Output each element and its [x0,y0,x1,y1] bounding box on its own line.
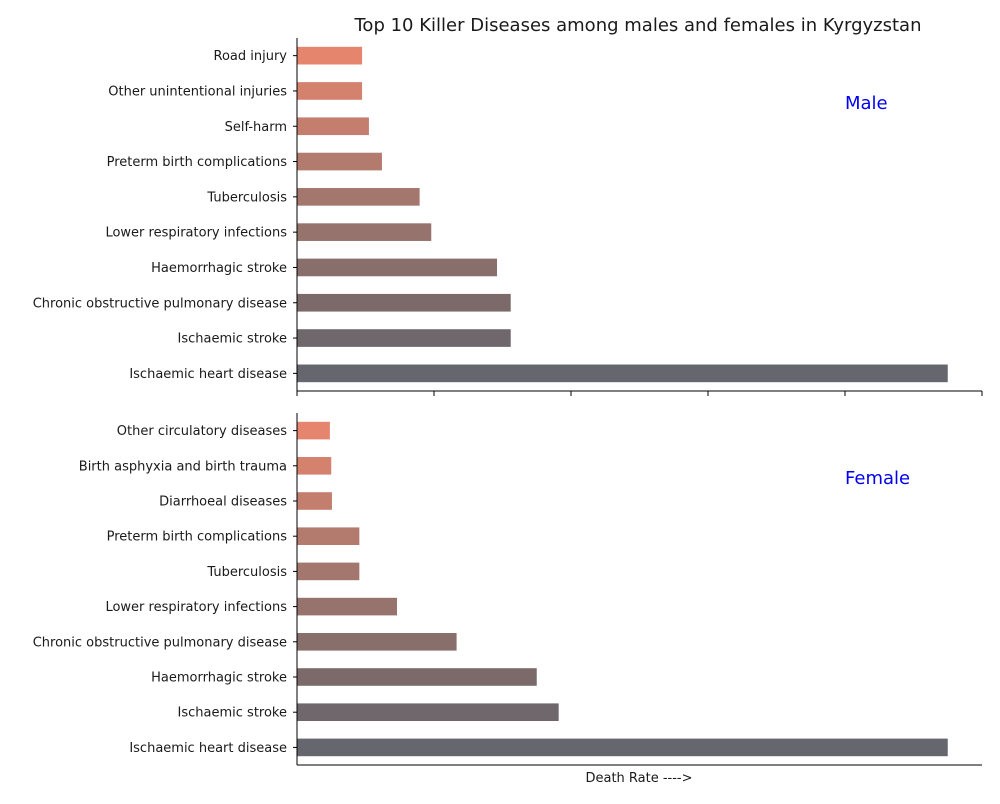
female-category-label: Diarrhoeal diseases [159,495,287,510]
female-category-label: Ischaemic heart disease [129,741,287,756]
male-category-label: Ischaemic stroke [178,332,287,347]
male-bar [297,223,432,241]
female-panel-label: Female [845,468,910,489]
male-category-label: Lower respiratory infections [105,226,287,241]
male-category-label: Preterm birth complications [107,155,288,170]
female-category-label: Haemorrhagic stroke [151,671,287,686]
male-category-label: Haemorrhagic stroke [151,261,287,276]
female-category-label: Tuberculosis [206,565,287,580]
male-category-label: Chronic obstructive pulmonary disease [33,296,287,311]
female-bar [297,738,948,757]
female-bar [297,703,559,721]
female-bar [297,421,330,440]
female-bar [297,562,360,581]
male-bar [297,364,948,383]
male-panel-label: Male [845,93,888,114]
female-bar [297,597,398,616]
female-bar [297,492,332,510]
male-bar [297,117,369,136]
female-category-label: Lower respiratory infections [105,600,287,615]
male-category-label: Other unintentional injuries [108,84,287,99]
male-category-label: Ischaemic heart disease [129,367,287,382]
female-category-label: Birth asphyxia and birth trauma [79,459,287,474]
male-bar [297,46,363,65]
female-bar [297,457,332,475]
male-category-label: Tuberculosis [206,190,287,205]
male-category-label: Self-harm [225,120,287,135]
male-bar [297,258,498,277]
male-bar [297,82,363,100]
chart-title: Top 10 Killer Diseases among males and f… [354,15,922,36]
female-bar [297,668,537,686]
female-bar [297,527,360,545]
x-axis-label: Death Rate ----> [585,771,692,786]
male-bar [297,293,511,312]
male-bar [297,188,420,206]
female-bar [297,633,457,651]
female-category-label: Other circulatory diseases [117,424,287,439]
male-bar [297,329,511,347]
male-category-label: Road injury [214,49,288,64]
female-category-label: Chronic obstructive pulmonary disease [33,635,287,650]
female-category-label: Ischaemic stroke [178,706,287,721]
female-category-label: Preterm birth complications [107,530,288,545]
male-bar [297,152,382,171]
